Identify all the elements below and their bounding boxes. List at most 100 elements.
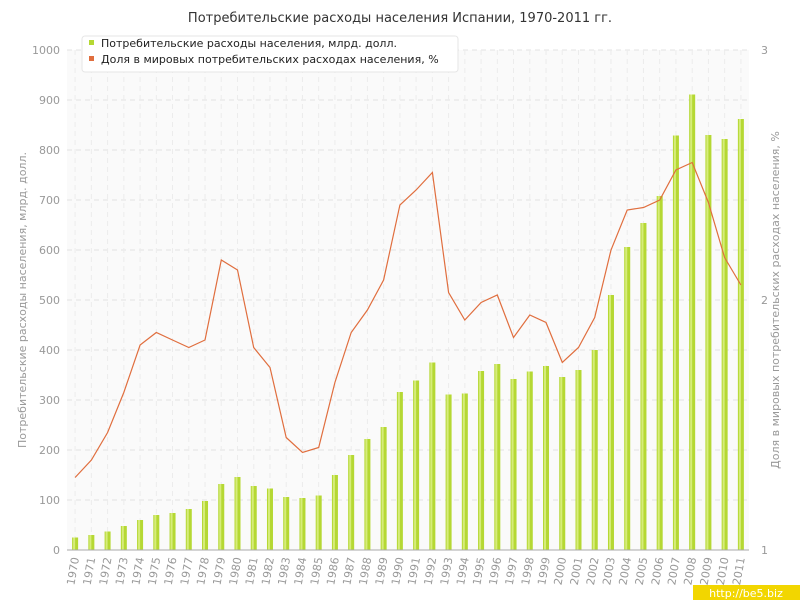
x-tick-label: 1996 <box>487 556 505 586</box>
x-tick-label: 1998 <box>519 556 537 586</box>
bar-series <box>72 94 744 550</box>
x-tick-label: 1999 <box>535 556 553 586</box>
bar-highlight <box>722 139 725 550</box>
x-tick-label: 1975 <box>146 556 164 586</box>
bar-highlight <box>560 377 563 550</box>
watermark: http://be5.biz <box>693 585 800 600</box>
x-tick-label: 1976 <box>162 556 180 586</box>
x-tick-label: 1979 <box>211 556 229 586</box>
bar-highlight <box>73 537 76 550</box>
bar-highlight <box>300 498 303 550</box>
x-tick-label: 1981 <box>243 556 261 586</box>
bar-highlight <box>284 497 287 550</box>
x-tick-label: 2003 <box>600 556 618 586</box>
watermark-bg <box>693 585 800 600</box>
bar-highlight <box>105 531 108 550</box>
bar-highlight <box>527 371 530 550</box>
x-tick-label: 1992 <box>422 556 440 586</box>
y-tick-label: 800 <box>39 144 60 157</box>
bar-highlight <box>235 477 238 550</box>
x-tick-label: 1972 <box>97 556 115 586</box>
bar-highlight <box>673 135 676 550</box>
bar-highlight <box>154 515 157 550</box>
bar-highlight <box>625 247 628 550</box>
bar-highlight <box>251 486 254 550</box>
bar-highlight <box>203 501 206 550</box>
x-axis-ticks: 1970197119721973197419751976197719781979… <box>64 556 747 586</box>
x-tick-label: 2010 <box>714 556 732 586</box>
x-tick-label: 1986 <box>324 556 342 586</box>
x-tick-label: 1973 <box>113 556 131 586</box>
y-axis-title: Потребительские расходы населения, млрд.… <box>16 152 29 448</box>
x-tick-label: 2007 <box>665 556 683 586</box>
x-tick-label: 2005 <box>633 556 651 586</box>
y-tick-label: 500 <box>39 294 60 307</box>
x-tick-label: 2008 <box>681 556 699 586</box>
bar-highlight <box>397 392 400 550</box>
bar-highlight <box>738 119 741 550</box>
bar-highlight <box>576 370 579 550</box>
x-tick-label: 2004 <box>617 556 635 586</box>
x-tick-label: 1993 <box>438 556 456 586</box>
bar-highlight <box>511 379 514 550</box>
bar-highlight <box>641 223 644 550</box>
y-tick-label: 400 <box>39 344 60 357</box>
x-tick-label: 1974 <box>129 556 147 586</box>
bar-highlight <box>349 455 352 550</box>
x-tick-label: 1985 <box>308 556 326 586</box>
y-tick-label: 700 <box>39 194 60 207</box>
bar-highlight <box>267 488 270 550</box>
x-tick-label: 2006 <box>649 556 667 586</box>
y2-axis-ticks: 1 2 3 <box>761 44 768 557</box>
x-tick-label: 2002 <box>584 556 602 586</box>
y-tick-label: 200 <box>39 444 60 457</box>
x-tick-label: 1987 <box>340 556 358 586</box>
bar-highlight <box>690 94 693 550</box>
bar-highlight <box>138 520 141 550</box>
x-tick-label: 1980 <box>227 556 245 586</box>
y-axis-ticks: 0 100 200 300 400 500 600 700 800 900 1000 <box>32 44 60 557</box>
x-tick-label: 1971 <box>81 556 99 586</box>
y2-tick-label: 2 <box>761 294 768 307</box>
y2-tick-label: 3 <box>761 44 768 57</box>
x-tick-label: 1995 <box>470 556 488 586</box>
bar-highlight <box>219 484 222 550</box>
bar-highlight <box>430 362 433 550</box>
x-tick-label: 1970 <box>64 556 82 586</box>
bar-highlight <box>170 513 173 550</box>
x-tick-label: 1991 <box>405 556 423 586</box>
bar-highlight <box>121 526 124 550</box>
legend-label-bar: Потребительские расходы населения, млрд.… <box>101 37 397 50</box>
y-tick-label: 1000 <box>32 44 60 57</box>
x-tick-label: 1977 <box>178 556 196 586</box>
legend-swatch-bar <box>89 40 94 45</box>
bar-highlight <box>608 295 611 550</box>
bar-highlight <box>316 495 319 550</box>
y-tick-label: 100 <box>39 494 60 507</box>
bar-highlight <box>89 535 92 550</box>
x-tick-label: 1989 <box>373 556 391 586</box>
bar-highlight <box>592 350 595 550</box>
y-tick-label: 600 <box>39 244 60 257</box>
x-tick-label: 2000 <box>552 556 570 586</box>
x-tick-label: 1983 <box>276 556 294 586</box>
x-tick-label: 1990 <box>389 556 407 586</box>
bar-highlight <box>332 475 335 550</box>
legend-box <box>81 35 459 73</box>
chart-title: Потребительские расходы населения Испани… <box>188 11 612 26</box>
bar-highlight <box>186 509 189 550</box>
line-series <box>74 161 742 478</box>
bar-highlight <box>544 366 547 550</box>
watermark-text: http://be5.biz <box>709 587 783 600</box>
y-tick-label: 900 <box>39 94 60 107</box>
x-tick-label: 2011 <box>730 556 748 586</box>
bar-highlight <box>462 393 465 550</box>
x-tick-label: 1978 <box>194 556 212 586</box>
bar-highlight <box>381 427 384 550</box>
bar-highlight <box>706 135 709 550</box>
y-tick-label: 0 <box>53 544 60 557</box>
bar-highlight <box>495 364 498 550</box>
legend-label-line: Доля в мировых потребительских расходах … <box>101 53 439 66</box>
bar-highlight <box>414 380 417 550</box>
